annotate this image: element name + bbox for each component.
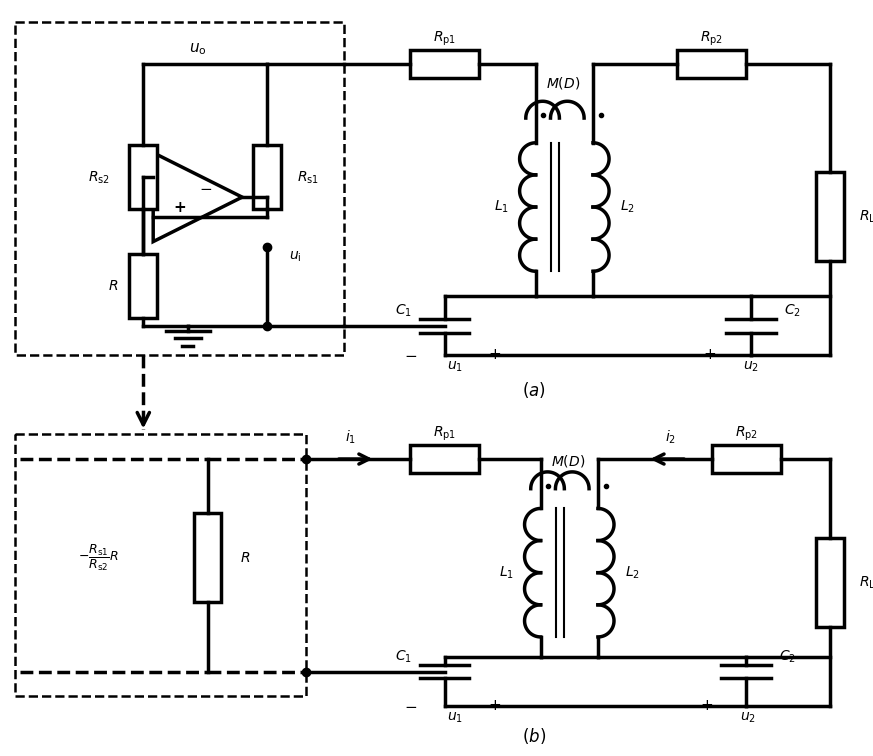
Text: $R$: $R$ (108, 279, 119, 293)
Text: $u_1$: $u_1$ (447, 360, 463, 374)
Text: $L_1$: $L_1$ (498, 565, 513, 581)
Text: $-$: $-$ (199, 180, 212, 195)
Text: $+$: $+$ (488, 349, 501, 362)
Text: $M(D)$: $M(D)$ (551, 453, 586, 469)
Bar (816, 538, 844, 627)
Text: $-\dfrac{R_{\rm s1}}{R_{\rm s2}}R$: $-\dfrac{R_{\rm s1}}{R_{\rm s2}}R$ (79, 543, 120, 573)
Bar (253, 145, 281, 209)
Text: $R_{\rm s1}$: $R_{\rm s1}$ (298, 169, 320, 185)
Text: $u_2$: $u_2$ (740, 711, 756, 725)
Text: $L_1$: $L_1$ (493, 199, 509, 215)
Text: $R_{\rm p1}$: $R_{\rm p1}$ (433, 29, 457, 48)
Text: $u_2$: $u_2$ (743, 360, 760, 374)
Text: $R_{\rm s2}$: $R_{\rm s2}$ (88, 169, 110, 185)
Text: $-$: $-$ (811, 699, 824, 713)
Bar (677, 50, 746, 78)
Text: $u_{\rm i}$: $u_{\rm i}$ (289, 249, 301, 264)
Bar (129, 254, 157, 318)
Text: $i_2$: $i_2$ (664, 429, 676, 446)
Text: $-$: $-$ (403, 349, 416, 362)
Text: $-$: $-$ (403, 699, 416, 713)
Bar (129, 145, 157, 209)
Bar (410, 445, 479, 473)
Text: $R_{\rm p2}$: $R_{\rm p2}$ (735, 425, 758, 444)
Bar (194, 513, 222, 603)
Text: $R_{\rm L}$: $R_{\rm L}$ (859, 209, 873, 225)
Text: $R_{\rm p1}$: $R_{\rm p1}$ (433, 425, 457, 444)
Text: $R$: $R$ (240, 551, 251, 565)
Text: $C_2$: $C_2$ (780, 649, 796, 665)
Text: $(b)$: $(b)$ (522, 726, 546, 745)
Text: $+$: $+$ (703, 349, 716, 362)
Bar (15, 22, 344, 355)
Text: +: + (174, 200, 186, 215)
Text: $M(D)$: $M(D)$ (546, 76, 581, 91)
Text: $C_1$: $C_1$ (395, 302, 412, 319)
Text: $C_2$: $C_2$ (784, 302, 801, 319)
Text: $R_{\rm L}$: $R_{\rm L}$ (859, 575, 873, 590)
Text: $C_1$: $C_1$ (395, 649, 412, 665)
Text: $+$: $+$ (700, 699, 713, 713)
Text: $i_1$: $i_1$ (346, 429, 356, 446)
Text: $L_2$: $L_2$ (625, 565, 640, 581)
Text: $+$: $+$ (488, 699, 501, 713)
Bar (15, 435, 306, 696)
Text: $R_{\rm p2}$: $R_{\rm p2}$ (700, 29, 723, 48)
Text: $u_{\rm o}$: $u_{\rm o}$ (189, 41, 207, 57)
Text: $-$: $-$ (808, 349, 822, 362)
Bar (816, 172, 844, 262)
Bar (410, 50, 479, 78)
Text: $L_2$: $L_2$ (620, 199, 635, 215)
Text: $(a)$: $(a)$ (522, 380, 546, 400)
Bar (711, 445, 780, 473)
Text: $u_1$: $u_1$ (447, 711, 463, 725)
